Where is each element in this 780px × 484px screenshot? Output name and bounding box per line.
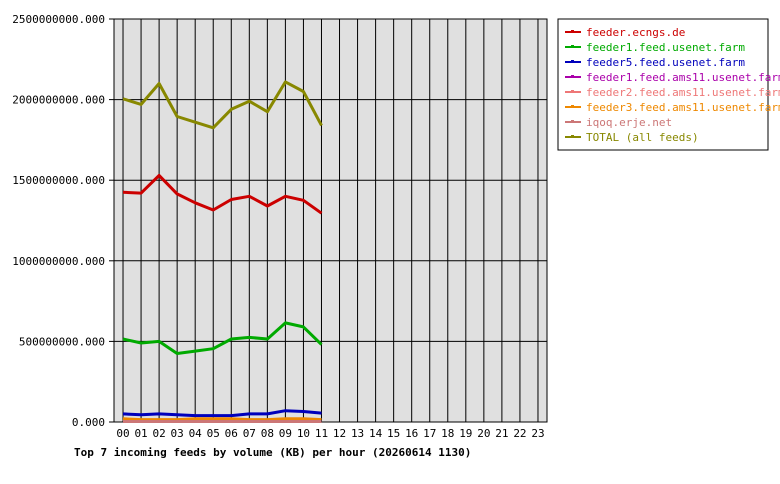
legend-marker bbox=[571, 60, 574, 63]
x-tick-label: 00 bbox=[116, 427, 129, 440]
x-tick-label: 12 bbox=[333, 427, 346, 440]
legend-label: feeder5.feed.usenet.farm bbox=[586, 56, 745, 69]
series-line bbox=[122, 409, 322, 418]
x-tick-label: 19 bbox=[459, 427, 472, 440]
legend-marker bbox=[571, 30, 574, 33]
y-tick-label: 0.000 bbox=[72, 416, 105, 429]
legend-label: TOTAL (all feeds) bbox=[586, 131, 699, 144]
series-line bbox=[122, 80, 323, 130]
legend-label: feeder3.feed.ams11.usenet.farm bbox=[586, 101, 780, 114]
legend: feeder.ecngs.de feeder1.feed.usenet.farm f… bbox=[557, 18, 780, 151]
y-tick-label: 1500000000.000 bbox=[12, 174, 105, 187]
x-tick-label: 14 bbox=[369, 427, 383, 440]
legend-label: feeder1.feed.usenet.farm bbox=[586, 41, 745, 54]
series-line bbox=[122, 417, 322, 422]
legend-marker bbox=[571, 90, 574, 93]
legend-marker bbox=[571, 135, 574, 138]
legend-box bbox=[557, 18, 769, 151]
y-tick-label: 2000000000.000 bbox=[12, 94, 105, 107]
grid-lines bbox=[114, 19, 547, 422]
plot-area bbox=[113, 18, 548, 423]
x-tick-label: 22 bbox=[513, 427, 526, 440]
x-tick-label: 02 bbox=[152, 427, 165, 440]
legend-items: feeder.ecngs.de feeder1.feed.usenet.farm f… bbox=[565, 26, 780, 144]
legend-label: iqoq.erje.net bbox=[586, 116, 672, 129]
x-tick-label: 20 bbox=[477, 427, 490, 440]
legend-marker bbox=[571, 45, 574, 48]
x-tick-label: 05 bbox=[207, 427, 220, 440]
y-tick-label: 2500000000.000 bbox=[12, 13, 105, 26]
x-tick-label: 04 bbox=[189, 427, 203, 440]
chart-title: Top 7 incoming feeds by volume (KB) per … bbox=[74, 446, 471, 459]
x-tick-label: 13 bbox=[351, 427, 364, 440]
x-tick-label: 07 bbox=[243, 427, 256, 440]
x-tick-label: 11 bbox=[315, 427, 328, 440]
series-line bbox=[122, 321, 323, 355]
y-tick-label: 500000000.000 bbox=[19, 335, 105, 348]
legend-marker bbox=[571, 120, 574, 123]
series-line bbox=[122, 173, 323, 215]
x-tick-label: 21 bbox=[495, 427, 508, 440]
x-tick-label: 01 bbox=[134, 427, 147, 440]
legend-label: feeder1.feed.ams11.usenet.farm bbox=[586, 71, 780, 84]
x-tick-label: 16 bbox=[405, 427, 418, 440]
x-tick-label: 09 bbox=[279, 427, 292, 440]
x-tick-label: 23 bbox=[531, 427, 544, 440]
x-axis-ticks: 00 01 02 03 04 05 06 07 08 09 10 11 12 13 14 15 16 17 18 19… bbox=[116, 427, 544, 440]
legend-marker bbox=[571, 75, 574, 78]
x-tick-label: 03 bbox=[171, 427, 184, 440]
x-tick-label: 06 bbox=[225, 427, 238, 440]
legend-label: feeder.ecngs.de bbox=[586, 26, 685, 39]
series-lines bbox=[122, 80, 323, 423]
x-tick-label: 15 bbox=[387, 427, 400, 440]
x-tick-label: 08 bbox=[261, 427, 274, 440]
legend-marker bbox=[571, 105, 574, 108]
x-tick-label: 10 bbox=[297, 427, 310, 440]
x-tick-label: 18 bbox=[441, 427, 454, 440]
x-tick-label: 17 bbox=[423, 427, 436, 440]
y-tick-label: 1000000000.000 bbox=[12, 255, 105, 268]
y-axis-ticks: 0.000 500000000.000 1000000000.000 15000000… bbox=[12, 13, 114, 429]
legend-label: feeder2.feed.ams11.usenet.farm bbox=[586, 86, 780, 99]
